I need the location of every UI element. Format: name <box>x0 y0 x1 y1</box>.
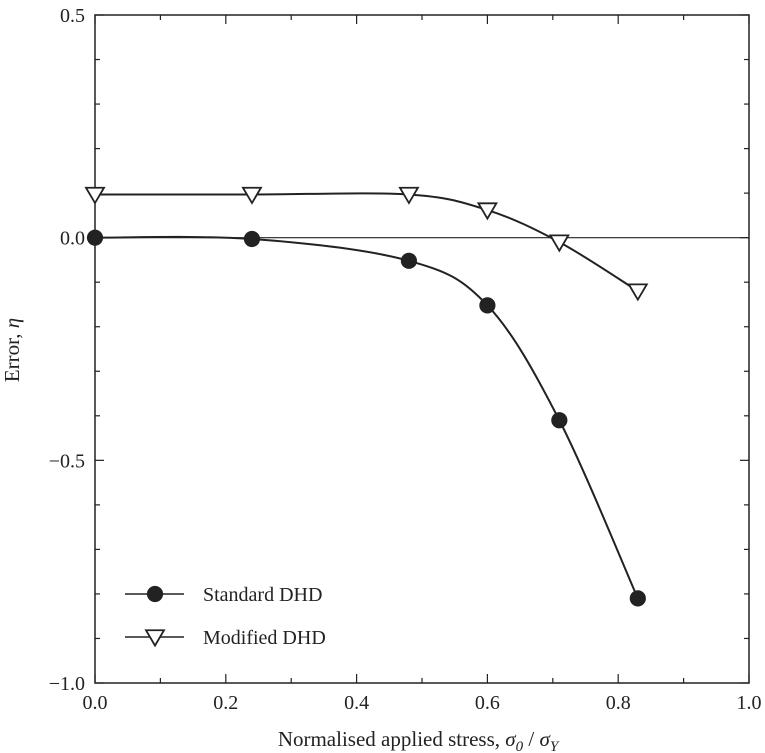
y-tick-label: 0.0 <box>60 228 85 250</box>
data-point-standard-dhd <box>551 412 568 429</box>
legend-item-modified-dhd: Modified DHD <box>125 627 326 649</box>
x-tick-label: 0.2 <box>213 692 238 714</box>
x-axis-label-text: Normalised applied stress, <box>278 727 505 751</box>
y-tick-label: −0.5 <box>49 450 85 472</box>
series-standard-dhd <box>86 229 646 607</box>
y-axis-symbol-eta: η <box>0 318 24 328</box>
data-point-modified-dhd <box>398 186 420 205</box>
data-point-modified-dhd <box>476 202 498 221</box>
data-point-modified-dhd <box>548 234 570 253</box>
ticks: 0.0 0.2 0.4 0.6 0.8 1.0 −1.0 −0.5 0.0 0.5 <box>49 5 762 714</box>
legend-label-standard-dhd: Standard DHD <box>203 584 322 606</box>
data-point-modified-dhd <box>627 283 649 302</box>
legend-marker-standard-dhd <box>146 585 164 603</box>
x-axis-label: Normalised applied stress, σ0 / σY <box>278 727 560 753</box>
legend-item-standard-dhd: Standard DHD <box>125 584 322 606</box>
data-point-standard-dhd <box>86 229 104 246</box>
axes <box>94 14 750 684</box>
y-tick-label: −1.0 <box>49 673 85 695</box>
x-tick-label: 1.0 <box>737 692 762 714</box>
data-point-standard-dhd <box>479 297 496 314</box>
y-axis-label-text: Error, <box>0 328 24 382</box>
data-point-modified-dhd <box>241 186 263 205</box>
x-axis-subscript-y: Y <box>550 739 560 753</box>
x-tick-label: 0.8 <box>606 692 631 714</box>
series-modified-dhd <box>84 186 649 302</box>
x-axis-subscript-0: 0 <box>516 739 524 753</box>
data-point-modified-dhd <box>84 186 106 205</box>
legend-label-modified-dhd: Modified DHD <box>203 627 326 649</box>
legend-marker-modified-dhd <box>144 629 166 648</box>
x-axis-symbol-sigma-y: σ <box>539 727 551 751</box>
x-axis-separator: / <box>523 727 539 751</box>
data-point-standard-dhd <box>629 590 646 607</box>
x-axis-symbol-sigma-0: σ <box>505 727 517 751</box>
data-point-standard-dhd <box>243 230 261 248</box>
series-line-standard-dhd <box>94 235 639 599</box>
plot-frame <box>94 14 750 684</box>
legend: Standard DHD Modified DHD <box>125 584 326 649</box>
x-tick-label: 0.4 <box>344 692 369 714</box>
x-tick-label: 0.6 <box>475 692 500 714</box>
y-axis-label: Error, η <box>0 318 24 382</box>
x-tick-label: 0.0 <box>83 692 108 714</box>
data-point-standard-dhd <box>400 252 418 269</box>
y-tick-label: 0.5 <box>60 5 85 27</box>
series <box>84 186 649 607</box>
